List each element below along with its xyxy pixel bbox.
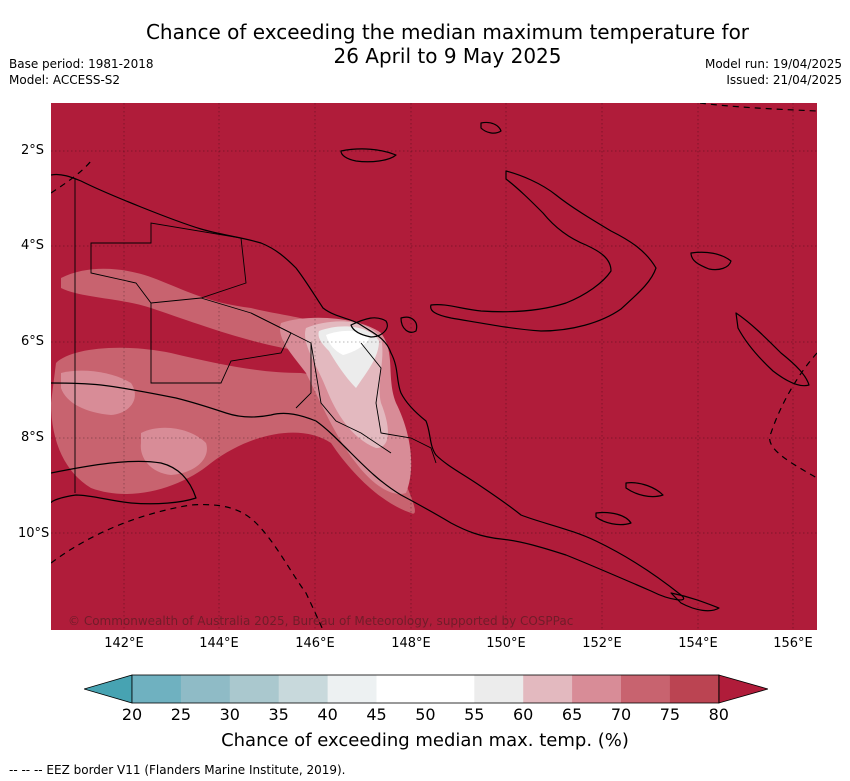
colorbar	[84, 674, 768, 704]
contour-70-north	[61, 268, 351, 353]
copyright-notice: © Commonwealth of Australia 2025, Bureau…	[68, 614, 574, 628]
colorbar-tick-label: 35	[268, 705, 289, 724]
meta-right: Model run: 19/04/2025 Issued: 21/04/2025	[705, 56, 842, 88]
lon-label-146e: 146°E	[295, 636, 335, 651]
colorbar-tick-label: 70	[610, 705, 632, 724]
model-run: Model run: 19/04/2025	[704, 57, 842, 71]
colorbar-tick-label: 60	[513, 705, 534, 724]
colorbar-extend-high	[718, 674, 768, 704]
lon-label-148e: 148°E	[391, 636, 431, 651]
lon-label-150e: 150°E	[486, 636, 526, 651]
colorbar-cell	[180, 675, 231, 703]
meta-left: Base period: 1981-2018 Model: ACCESS-S2	[9, 56, 154, 88]
lon-label-156e: 156°E	[773, 636, 813, 651]
lon-label-152e: 152°E	[582, 636, 622, 651]
colorbar-tick-label: 20	[121, 705, 143, 724]
colorbar-cell	[621, 675, 671, 703]
issued-date: Issued: 21/04/2025	[726, 73, 842, 87]
colorbar-tick-label: 55	[464, 705, 485, 724]
lon-label-142e: 142°E	[104, 636, 144, 651]
lat-label-4s: 4°S	[20, 238, 44, 253]
lat-label-2s: 2°S	[20, 143, 44, 158]
colorbar-cell	[327, 675, 377, 703]
colorbar-tick-label: 50	[415, 705, 436, 724]
probability-contours	[51, 268, 415, 514]
model-name: Model: ACCESS-S2	[9, 73, 121, 87]
colorbar-tick-label: 65	[561, 705, 583, 724]
colorbar-cell	[425, 675, 475, 703]
coastline	[51, 121, 810, 612]
colorbar-tick-label: 30	[219, 705, 240, 724]
province-borders	[74, 178, 437, 493]
colorbar-outline	[131, 674, 720, 704]
colorbar-cell	[132, 675, 182, 703]
map-svg	[51, 103, 817, 630]
map-title: Chance of exceeding the median maximum t…	[0, 20, 850, 68]
contour-65-southwest	[140, 427, 207, 475]
lon-label-154e: 154°E	[678, 636, 718, 651]
eez-legend: -- -- -- EEZ border V11 (Flanders Marine…	[9, 763, 346, 777]
colorbar-label: Chance of exceeding median max. temp. (%…	[221, 730, 629, 751]
colorbar-tick-label: 40	[317, 705, 338, 724]
lat-label-10s: 10°S	[18, 526, 50, 541]
colorbar-extend-low	[84, 674, 133, 704]
lat-label-6s: 6°S	[20, 334, 44, 349]
contour-50	[326, 330, 369, 355]
colorbar-tick-label: 45	[366, 705, 387, 724]
colorbar-cell	[278, 675, 328, 703]
base-period: Base period: 1981-2018	[9, 57, 154, 71]
colorbar-tick-label: 80	[708, 705, 729, 724]
lat-label-8s: 8°S	[20, 430, 44, 445]
colorbar-cells	[84, 674, 768, 704]
colorbar-cell	[229, 675, 280, 703]
colorbar-tick-label: 25	[170, 705, 192, 724]
colorbar-cell	[474, 675, 524, 703]
colorbar-cell	[669, 675, 720, 703]
map-panel[interactable]	[51, 103, 817, 630]
title-line-1: Chance of exceeding the median maximum t…	[145, 20, 750, 44]
colorbar-tick-label: 75	[659, 705, 681, 724]
eez-border	[51, 103, 817, 630]
lon-label-144e: 144°E	[199, 636, 239, 651]
colorbar-cell	[523, 675, 573, 703]
title-line-2: 26 April to 9 May 2025	[333, 44, 562, 68]
contour-65-west	[61, 370, 135, 415]
colorbar-cell	[572, 675, 622, 703]
colorbar-cell	[376, 675, 426, 703]
